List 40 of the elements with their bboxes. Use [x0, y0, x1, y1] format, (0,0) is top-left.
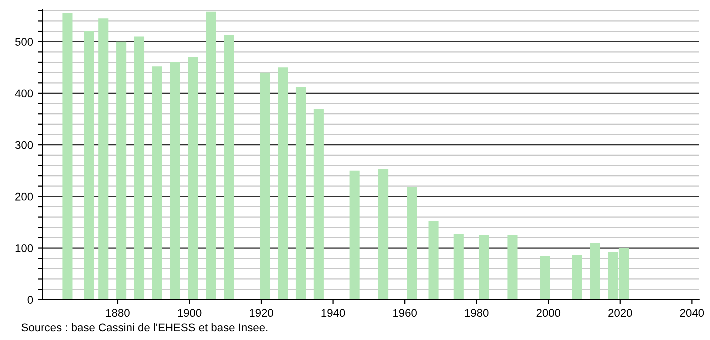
bar — [540, 256, 550, 300]
x-tick-label: 1980 — [465, 309, 489, 318]
bar — [572, 254, 582, 300]
bar — [206, 12, 216, 300]
bar — [62, 13, 73, 300]
x-tick-label: 1940 — [322, 309, 346, 318]
bar — [454, 234, 464, 300]
y-tick-label: 500 — [15, 38, 34, 46]
bar — [350, 170, 360, 300]
y-tick-label: 300 — [15, 141, 34, 150]
bar — [479, 235, 490, 300]
x-tick-label: 2020 — [608, 309, 632, 318]
bar — [98, 18, 109, 300]
bar — [296, 87, 306, 300]
bar — [378, 169, 389, 300]
x-tick-label: 2040 — [680, 309, 704, 318]
x-tick-label: 1880 — [106, 309, 130, 318]
bar — [278, 68, 288, 300]
y-tick-label: 0 — [28, 296, 34, 304]
bar — [508, 235, 518, 300]
bar — [188, 57, 198, 300]
bar — [407, 187, 418, 300]
bar — [84, 32, 94, 300]
bar — [116, 42, 127, 300]
y-tick-label: 400 — [15, 90, 34, 98]
bar — [260, 72, 270, 300]
y-tick-label: 200 — [16, 192, 34, 201]
bar — [590, 243, 600, 300]
source-note: Sources : base Cassini de l'EHESS et base Insee. — [22, 323, 268, 332]
y-tick-label: 100 — [16, 244, 34, 252]
bar — [314, 108, 324, 300]
x-tick-label: 1920 — [250, 309, 274, 318]
x-tick-label: 2000 — [536, 309, 561, 318]
bar — [152, 66, 162, 300]
bar — [224, 35, 234, 300]
bar — [428, 221, 439, 300]
x-tick-label: 1960 — [394, 309, 417, 318]
x-tick-label: 1900 — [178, 309, 202, 318]
bar — [134, 36, 145, 300]
bar — [170, 62, 180, 300]
